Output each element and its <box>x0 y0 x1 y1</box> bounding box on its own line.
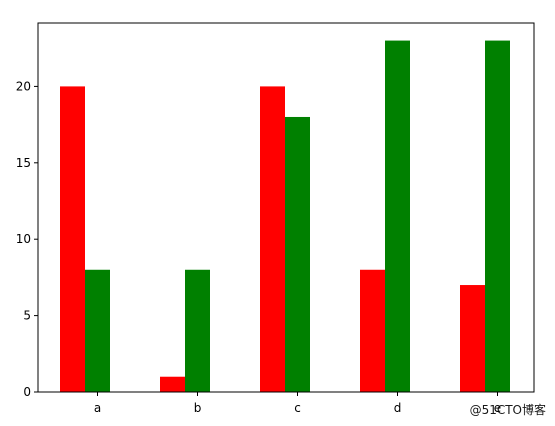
bar <box>285 116 310 393</box>
bar <box>185 269 210 392</box>
plot-frame <box>37 22 535 393</box>
y-tick-label: 20 <box>16 79 31 93</box>
bar <box>85 269 110 392</box>
y-tick-label: 10 <box>16 232 31 246</box>
x-tick-label: d <box>394 401 402 415</box>
y-tick-label: 0 <box>23 385 31 399</box>
watermark: @51CTO博客 <box>470 402 546 417</box>
bar <box>460 285 485 392</box>
bar <box>260 86 285 392</box>
x-tick-label: a <box>94 401 101 415</box>
x-tick-label: e <box>494 401 501 415</box>
bar <box>485 40 510 392</box>
x-tick-label: c <box>294 401 301 415</box>
y-tick-label: 15 <box>16 156 31 170</box>
bar <box>385 40 410 392</box>
bar <box>360 269 385 392</box>
bar <box>60 86 85 392</box>
y-tick-label: 5 <box>23 309 31 323</box>
bar <box>160 376 185 392</box>
x-tick-label: b <box>194 401 202 415</box>
